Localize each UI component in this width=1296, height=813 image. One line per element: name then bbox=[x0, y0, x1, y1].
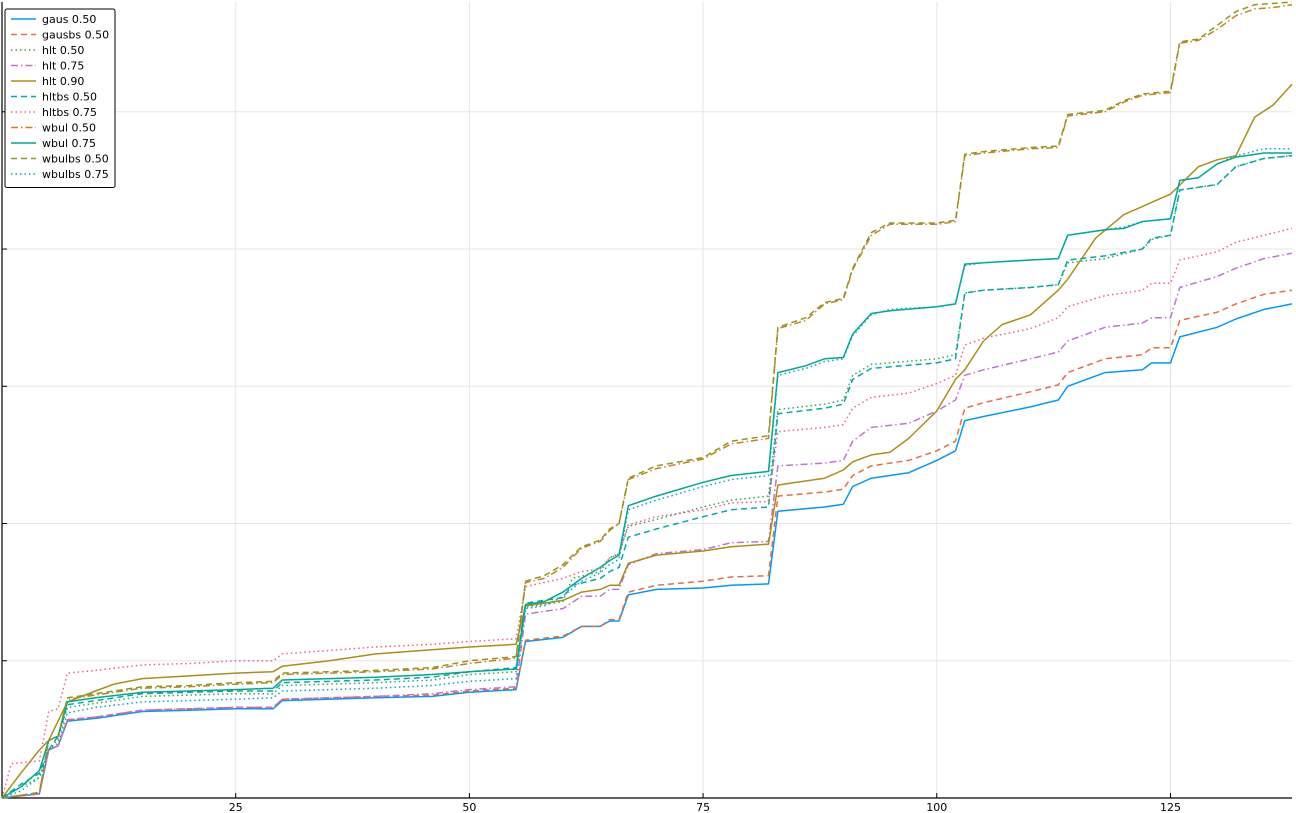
x-tick-label: 100 bbox=[926, 801, 947, 813]
legend-entry-label: hltbs 0.50 bbox=[42, 91, 97, 104]
series-line-hlt-0-75 bbox=[1, 252, 1293, 799]
series-line-hlt-0-50 bbox=[1, 154, 1293, 799]
series-line-wbul-0-75 bbox=[1, 152, 1292, 799]
legend-entry-label: hlt 0.50 bbox=[42, 44, 84, 57]
series-line-hlt-0-90 bbox=[1, 83, 1293, 799]
legend-entry-label: wbul 0.50 bbox=[42, 122, 96, 135]
series-line-gausbs-0-50 bbox=[1, 289, 1293, 799]
series-line-hltbs-0-50 bbox=[1, 154, 1293, 799]
x-tick-label: 75 bbox=[696, 801, 710, 813]
grid bbox=[2, 2, 1292, 798]
legend-entry-label: hltbs 0.75 bbox=[42, 106, 97, 119]
legend-entry-label: hlt 0.90 bbox=[42, 75, 84, 88]
x-tick-label: 125 bbox=[1160, 801, 1181, 813]
series-line-hltbs-0-75 bbox=[1, 227, 1293, 799]
legend-entry-label: wbulbs 0.50 bbox=[42, 153, 109, 166]
legend-entry-label: hlt 0.75 bbox=[42, 60, 84, 73]
legend-entry-label: gausbs 0.50 bbox=[42, 29, 109, 42]
legend-entry-label: gaus 0.50 bbox=[42, 13, 96, 26]
series-line-wbulbs-0-75 bbox=[1, 148, 1292, 799]
legend-entry-label: wbul 0.75 bbox=[42, 137, 96, 150]
series-lines bbox=[1, 1, 1293, 799]
series-line-gaus-0-50 bbox=[1, 303, 1293, 799]
x-tick-label: 50 bbox=[462, 801, 476, 813]
series-line-wbulbs-0-50 bbox=[1, 1, 1293, 799]
x-tick-label: 25 bbox=[229, 801, 243, 813]
legend-entry-label: wbulbs 0.75 bbox=[42, 168, 109, 181]
legend: gaus 0.50 gausbs 0.50 hlt 0.50 hlt 0.75 hlt … bbox=[4, 8, 116, 188]
series-line-wbul-0-50 bbox=[1, 3, 1293, 799]
